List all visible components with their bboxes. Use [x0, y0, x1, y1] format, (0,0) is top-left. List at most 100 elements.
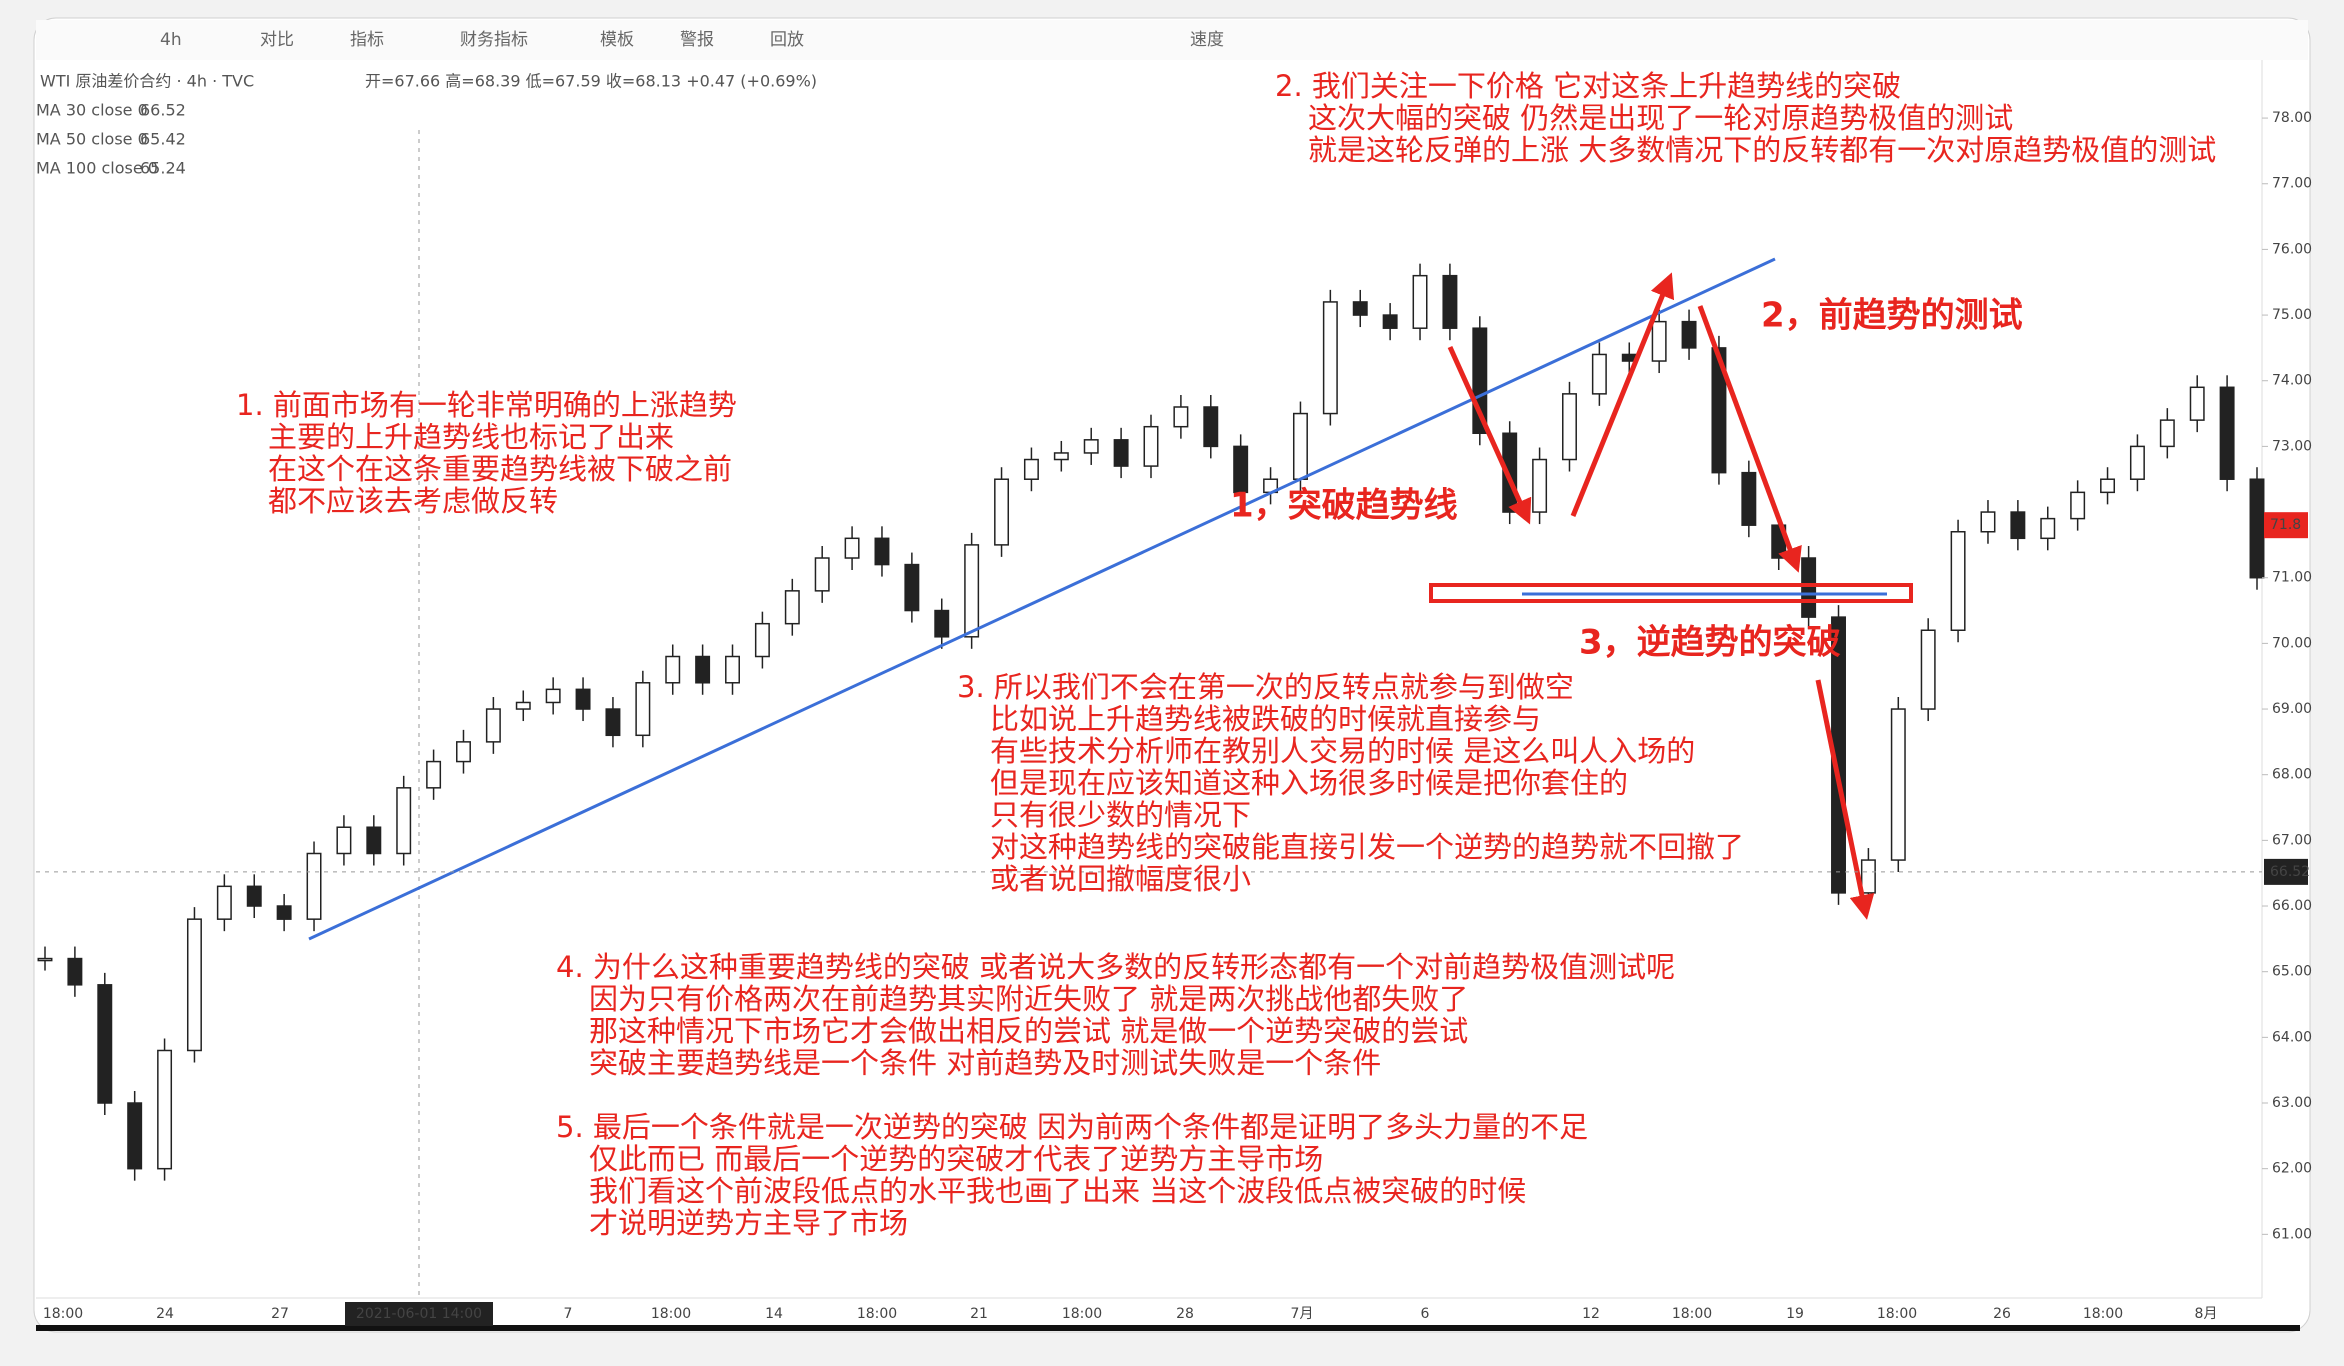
candle — [844, 537, 860, 559]
window — [33, 17, 2311, 1333]
candle — [575, 688, 591, 710]
candle — [1292, 412, 1308, 480]
toolbar-item[interactable]: 速度 — [1190, 30, 1224, 50]
candle — [67, 957, 83, 986]
candle — [1412, 274, 1428, 329]
candle — [2070, 491, 2086, 520]
candle — [1860, 859, 1876, 894]
candle — [2219, 386, 2235, 480]
candle — [784, 590, 800, 625]
x-tick-label: 18:00 — [1672, 1306, 1712, 1322]
y-tick-label: 65.00 — [2272, 964, 2312, 980]
candle — [426, 760, 442, 789]
candle — [754, 622, 770, 658]
candle — [1562, 393, 1577, 461]
candle — [97, 984, 113, 1104]
candle — [904, 563, 920, 612]
candle — [127, 1102, 143, 1170]
ohlc: 开=67.66 高=68.39 低=67.59 收=68.13 +0.47 (+… — [365, 72, 817, 91]
annotation-line: 才说明逆势方主导了市场 — [589, 1206, 908, 1240]
y-tick-label: 62.00 — [2272, 1161, 2312, 1177]
x-tick-label: 24 — [156, 1306, 174, 1322]
candle — [1950, 531, 1966, 631]
crosshair-tag — [2264, 858, 2308, 885]
x-tick-label: 18:00 — [857, 1306, 897, 1322]
annotation-line: 2. 我们关注一下价格 它对这条上升趋势线的突破 — [1275, 69, 1901, 103]
toolbar-item[interactable]: 回放 — [770, 30, 804, 50]
candle — [665, 655, 681, 684]
candle — [1203, 406, 1219, 448]
y-tick-label: 73.00 — [2272, 438, 2312, 454]
candle — [2010, 511, 2026, 540]
toolbar-item[interactable]: 对比 — [260, 30, 294, 50]
y-tick-label: 71.00 — [2272, 570, 2312, 586]
toolbar-item[interactable]: 指标 — [350, 30, 384, 50]
candle — [545, 688, 561, 704]
annotation-line: 那这种情况下市场它才会做出相反的尝试 就是做一个逆势突破的尝试 — [589, 1014, 1468, 1048]
arrow — [1447, 345, 1532, 525]
y-tick-label: 68.00 — [2272, 767, 2312, 783]
x-tick-label: 18:00 — [651, 1306, 691, 1322]
annotation-line: 4. 为什么这种重要趋势线的突破 或者说大多数的反转形态都有一个对前趋势极值测试… — [556, 950, 1675, 984]
annotation-line: 只有很少数的情况下 — [990, 798, 1251, 832]
candle — [1322, 301, 1338, 415]
candle — [814, 557, 830, 592]
y-tick-label: 69.00 — [2272, 701, 2312, 717]
x-tick-label: 18:00 — [43, 1306, 83, 1322]
candle — [1591, 353, 1607, 395]
y-tick-label: 76.00 — [2272, 241, 2312, 257]
toolbar-item[interactable]: 模板 — [600, 30, 634, 50]
candle — [964, 544, 980, 638]
trend-line — [308, 257, 1776, 941]
annotation-label: 1，突破趋势线 — [1230, 486, 1458, 526]
annotation-line: 我们看这个前波段低点的水平我也画了出来 当这个波段低点被突破的时候 — [589, 1174, 1526, 1208]
crosshair-tag-label: 66.52 — [2270, 864, 2310, 880]
x-tick-label: 27 — [271, 1306, 289, 1322]
toolbar-item[interactable]: 4h — [160, 30, 182, 50]
y-tick-label: 63.00 — [2272, 1095, 2312, 1111]
annotation-label: 2，前趋势的测试 — [1761, 296, 2023, 336]
candle — [605, 708, 621, 737]
toolbar-item[interactable]: 财务指标 — [460, 30, 528, 50]
candle — [1023, 458, 1039, 480]
candle — [157, 1049, 173, 1170]
x-tick-label: 14 — [765, 1306, 783, 1322]
annotation-line: 因为只有价格两次在前趋势其实附近失败了 就是两次挑战他都失败了 — [589, 982, 1468, 1016]
y-tick-label: 61.00 — [2272, 1226, 2312, 1242]
crosshair-time-tag — [345, 1302, 493, 1326]
annotation-line: 这次大幅的突破 仍然是出现了一轮对原趋势极值的测试 — [1308, 101, 2013, 135]
annotation-line: 有些技术分析师在教别人交易的时候 是这么叫人入场的 — [990, 734, 1695, 768]
x-tick-label: 7月 — [1291, 1306, 1314, 1322]
toolbar-item[interactable]: 警报 — [680, 30, 714, 50]
candle — [1233, 445, 1249, 494]
x-tick-label: 18:00 — [1062, 1306, 1102, 1322]
annotation-line: 或者说回撤幅度很小 — [990, 862, 1251, 896]
candle — [276, 905, 292, 920]
annotation-line: 主要的上升趋势线也标记了出来 — [268, 420, 674, 454]
candle — [1890, 708, 1906, 861]
candle — [456, 741, 471, 763]
x-tick-label: 18:00 — [2083, 1306, 2123, 1322]
candle — [1442, 274, 1458, 329]
y-tick-label: 64.00 — [2272, 1029, 2312, 1045]
candle — [485, 708, 501, 743]
x-tick-label: 7 — [564, 1306, 573, 1322]
arrow — [1815, 679, 1875, 920]
candle — [934, 609, 950, 638]
x-tick-label: 26 — [1993, 1306, 2011, 1322]
x-tick-label: 18:00 — [1877, 1306, 1917, 1322]
ma-value: 66.52 — [140, 101, 186, 120]
candle — [1352, 301, 1368, 316]
price-tag-label: 71.8 — [2270, 517, 2301, 533]
ui: 4h 对比 指标 财务指标 模板 警报 回放 速度 WTI 原油差价合约 · 4h · TVC 开… — [36, 30, 2312, 1326]
annotation-line: 5. 最后一个条件就是一次逆势的突破 因为前两个条件都是证明了多头力量的不足 — [556, 1110, 1588, 1144]
breakout-box — [1429, 583, 1913, 603]
candle — [1651, 320, 1667, 362]
candle — [2100, 478, 2116, 494]
candle — [725, 655, 740, 684]
candle — [994, 478, 1010, 546]
candle — [874, 537, 890, 566]
candle — [695, 655, 711, 684]
ma-label: MA 30 close 0 — [36, 101, 148, 120]
